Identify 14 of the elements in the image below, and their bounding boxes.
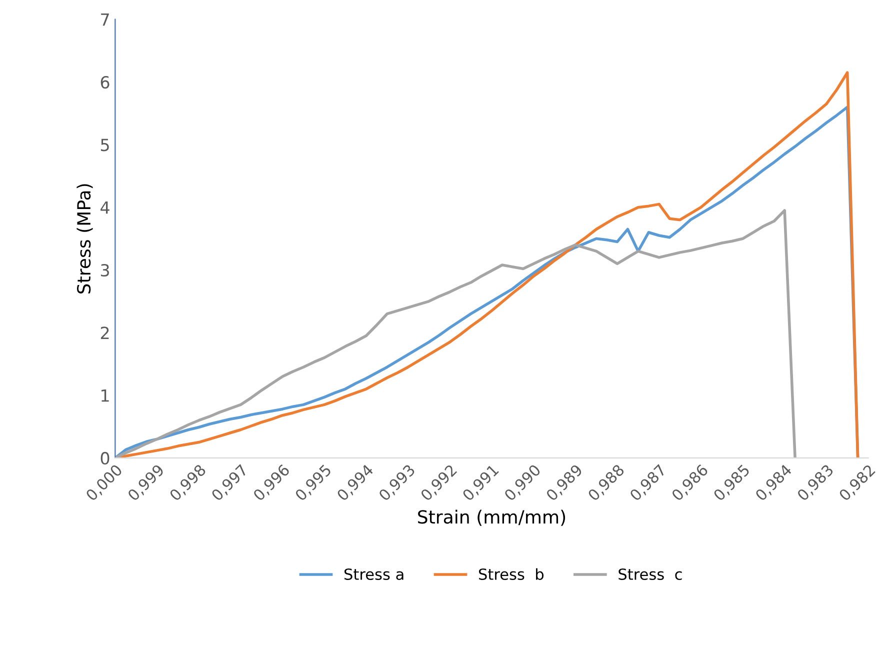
x-axis-title: Strain (mm/mm) bbox=[418, 510, 566, 526]
y-tick-label: 4 bbox=[100, 202, 110, 214]
legend-label: Stress b bbox=[479, 568, 544, 580]
legend-label: Stress a bbox=[344, 568, 404, 580]
y-tick-label: 6 bbox=[100, 76, 110, 89]
y-tick-label: 2 bbox=[100, 326, 109, 339]
y-tick-label: 0 bbox=[100, 452, 110, 465]
legend-label: Stress c bbox=[618, 568, 682, 580]
y-tick-label: 1 bbox=[102, 389, 109, 402]
y-axis-title: Stress (MPa) bbox=[76, 184, 93, 294]
y-tick-label: 3 bbox=[100, 264, 109, 277]
line-series bbox=[115, 209, 796, 458]
y-tick-label: 5 bbox=[101, 138, 109, 152]
y-tick-label: 7 bbox=[101, 14, 109, 26]
